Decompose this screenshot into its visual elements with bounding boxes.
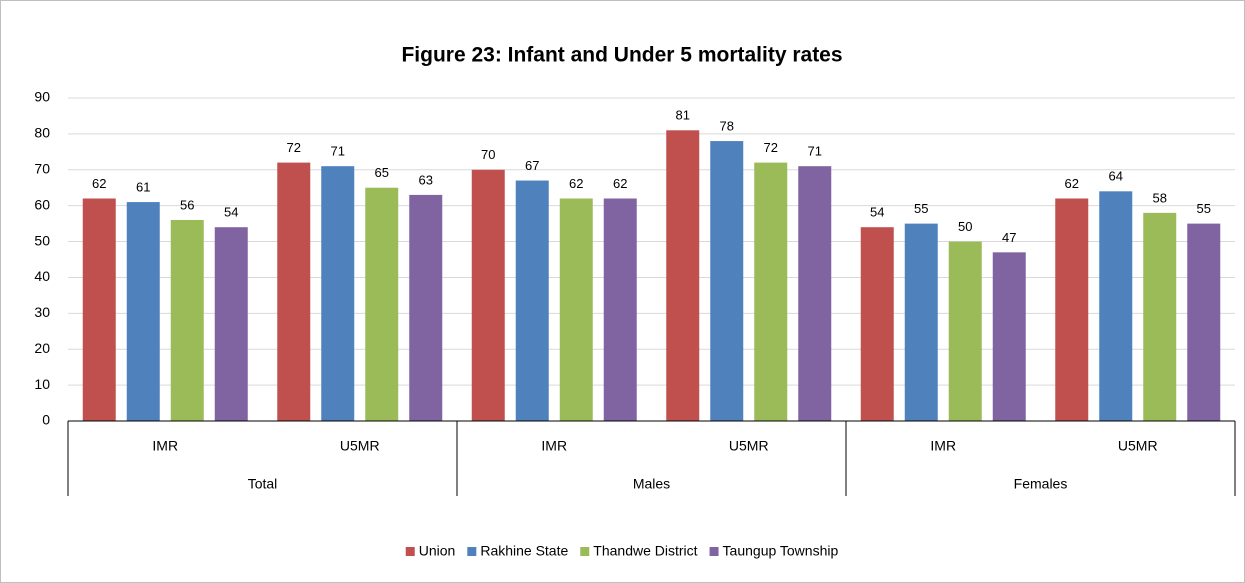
- bar: [1099, 191, 1133, 421]
- bar: [321, 166, 355, 421]
- bar: [471, 169, 505, 421]
- bar: [754, 162, 788, 421]
- bar: [365, 187, 399, 421]
- legend-label: Union: [419, 543, 456, 559]
- legend-swatch: [467, 547, 477, 556]
- bar: [860, 227, 894, 421]
- x-tick-label: U5MR: [340, 438, 380, 454]
- legend-label: Thandwe District: [593, 543, 697, 559]
- bar: [1055, 198, 1089, 421]
- data-label: 50: [958, 219, 972, 234]
- legend-label: Taungup Township: [723, 543, 839, 559]
- y-tick-label: 70: [34, 160, 50, 176]
- bar: [798, 166, 832, 421]
- data-label: 54: [870, 205, 884, 220]
- y-tick-label: 80: [34, 125, 50, 141]
- x-tick-label: U5MR: [1118, 438, 1158, 454]
- bar: [126, 202, 160, 421]
- data-label: 55: [1197, 201, 1211, 216]
- group-label: Males: [633, 476, 670, 492]
- y-tick-label: 40: [34, 268, 50, 284]
- x-tick-label: IMR: [541, 438, 567, 454]
- y-tick-label: 30: [34, 304, 50, 320]
- data-label: 71: [331, 144, 345, 159]
- bar: [559, 198, 593, 421]
- data-label: 62: [92, 176, 106, 191]
- x-tick-label: IMR: [152, 438, 178, 454]
- bar: [1143, 212, 1177, 421]
- bar: [948, 241, 982, 421]
- data-label: 61: [136, 180, 150, 195]
- y-tick-label: 90: [34, 89, 50, 105]
- y-tick-label: 10: [34, 376, 50, 392]
- data-label: 63: [419, 172, 433, 187]
- bar: [277, 162, 311, 421]
- group-label: Females: [1014, 476, 1068, 492]
- data-label: 78: [720, 119, 734, 134]
- data-label: 81: [676, 108, 690, 123]
- bar: [1187, 223, 1221, 421]
- legend-swatch: [580, 547, 590, 556]
- group-label: Total: [248, 476, 278, 492]
- data-label: 65: [375, 165, 389, 180]
- bar: [214, 227, 248, 421]
- bar: [82, 198, 116, 421]
- x-tick-label: IMR: [930, 438, 956, 454]
- data-label: 62: [569, 176, 583, 191]
- data-label: 67: [525, 158, 539, 173]
- data-label: 47: [1002, 230, 1016, 245]
- data-label: 56: [180, 197, 194, 212]
- data-label: 71: [808, 144, 822, 159]
- data-label: 62: [613, 176, 627, 191]
- data-label: 62: [1065, 176, 1079, 191]
- y-tick-label: 20: [34, 340, 50, 356]
- bar: [409, 194, 443, 421]
- bar: [515, 180, 549, 421]
- y-tick-label: 50: [34, 232, 50, 248]
- bar: [992, 252, 1026, 421]
- data-label: 55: [914, 201, 928, 216]
- data-label: 72: [287, 140, 301, 155]
- data-label: 72: [764, 140, 778, 155]
- bar: [170, 220, 204, 421]
- data-label: 58: [1153, 190, 1167, 205]
- data-label: 70: [481, 147, 495, 162]
- bar: [710, 141, 744, 422]
- chart-title: Figure 23: Infant and Under 5 mortality …: [401, 44, 842, 67]
- bar: [666, 130, 700, 422]
- data-label: 54: [224, 205, 238, 220]
- legend-label: Rakhine State: [480, 543, 568, 559]
- data-label: 64: [1109, 169, 1123, 184]
- bar: [904, 223, 938, 421]
- legend-swatch: [709, 547, 719, 556]
- y-tick-label: 0: [42, 412, 50, 428]
- y-tick-label: 60: [34, 196, 50, 212]
- x-tick-label: U5MR: [729, 438, 769, 454]
- legend-swatch: [405, 547, 415, 556]
- bar: [603, 198, 637, 421]
